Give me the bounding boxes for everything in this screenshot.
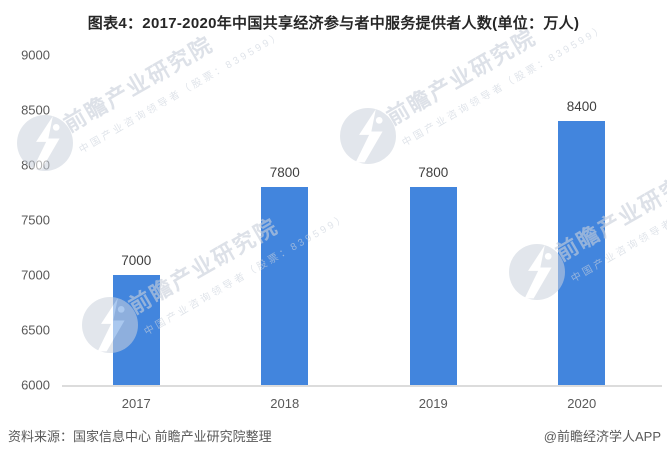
bar-value-label: 7800 bbox=[418, 165, 449, 180]
x-tick-label: 2019 bbox=[418, 396, 448, 411]
y-tick-label: 6000 bbox=[21, 377, 50, 393]
x-axis-line bbox=[62, 385, 662, 387]
bar-value-label: 7000 bbox=[121, 253, 152, 268]
watermark-logo-icon bbox=[509, 244, 565, 300]
bar-2017 bbox=[112, 275, 160, 385]
bar-value-label: 8400 bbox=[566, 99, 597, 114]
y-tick-label: 8500 bbox=[21, 102, 50, 118]
x-tick-label: 2017 bbox=[121, 396, 151, 411]
bar-2018 bbox=[261, 187, 309, 385]
y-tick-label: 7500 bbox=[21, 212, 50, 228]
bar-2020 bbox=[558, 121, 606, 385]
y-tick-label: 8000 bbox=[21, 157, 50, 173]
x-tick-label: 2020 bbox=[567, 396, 597, 411]
x-tick-label: 2018 bbox=[270, 396, 300, 411]
y-tick-label: 6500 bbox=[21, 322, 50, 338]
y-tick-label: 7000 bbox=[21, 267, 50, 283]
watermark-tagline-text: 中国产业咨询领导者（股票：839599） bbox=[77, 29, 286, 157]
y-tick-label: 9000 bbox=[21, 47, 50, 63]
watermark-tagline-text: 中国产业咨询领导者（股票：839599） bbox=[142, 211, 351, 339]
bar-value-label: 7800 bbox=[269, 165, 300, 180]
watermark-logo-icon bbox=[340, 108, 396, 164]
bar-2019 bbox=[409, 187, 457, 385]
chart-title: 图表4：2017-2020年中国共享经济参与者中服务提供者人数(单位：万人) bbox=[87, 15, 580, 32]
source-text: 资料来源：国家信息中心 前瞻产业研究院整理 bbox=[8, 429, 272, 444]
credit-text: @前瞻经济学人APP bbox=[543, 429, 661, 444]
